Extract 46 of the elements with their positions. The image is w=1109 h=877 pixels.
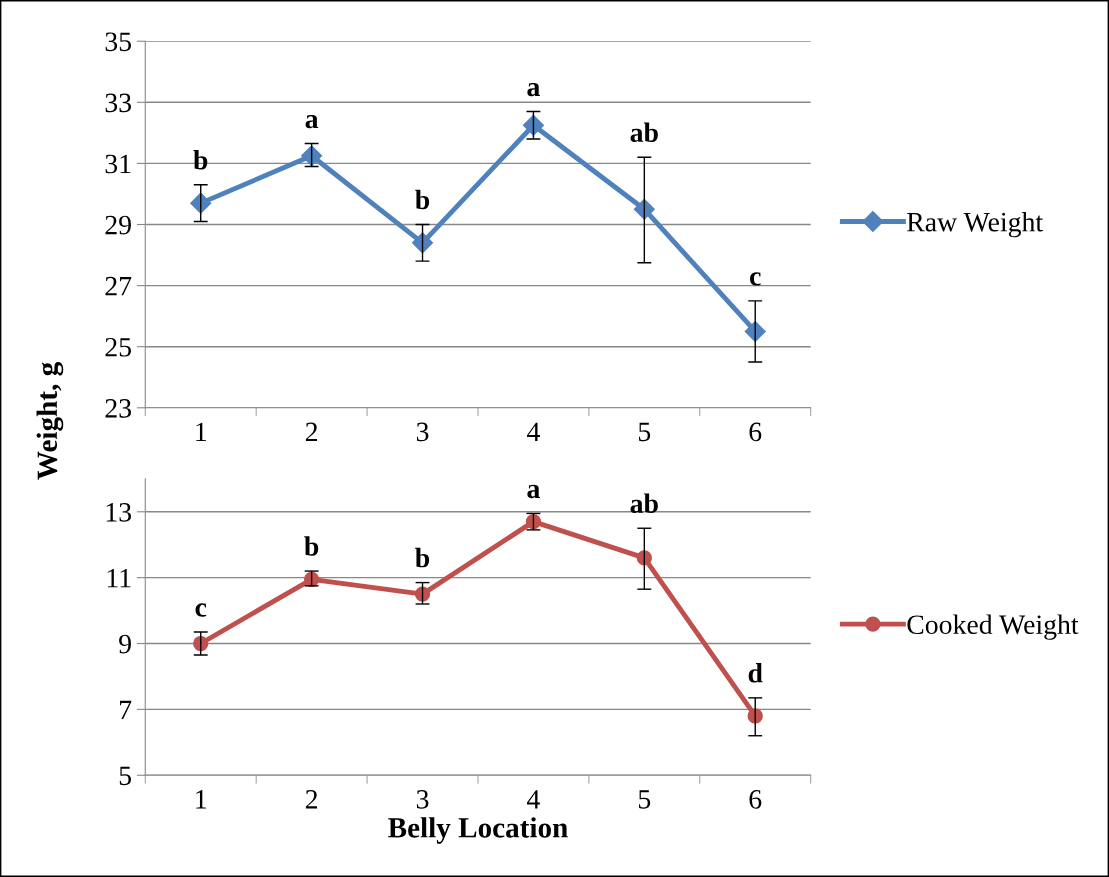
point <box>414 586 431 602</box>
annotation: c <box>195 603 207 617</box>
x-tick-label: 4 <box>527 790 540 809</box>
annotation: b <box>415 547 430 568</box>
y-tick-label: 13 <box>106 503 131 522</box>
annotation: ab <box>630 493 658 513</box>
x-axis-title: Belly Location <box>388 817 568 844</box>
y-tick-label: 23 <box>105 399 131 418</box>
annotation: d <box>748 663 763 683</box>
x-tick-label: 5 <box>639 422 651 442</box>
annotation: b <box>415 189 430 210</box>
x-tick-label: 3 <box>416 422 429 442</box>
y-tick-label: 29 <box>105 215 131 235</box>
annotation: ab <box>630 122 658 143</box>
annotation: b <box>304 536 319 556</box>
point <box>747 708 763 724</box>
annotation: a <box>305 114 319 129</box>
y-tick-label: 31 <box>105 154 131 174</box>
y-tick-label: 33 <box>105 93 131 113</box>
x-tick-label: 3 <box>416 790 429 809</box>
annotation: b <box>193 149 208 170</box>
x-tick-label: 5 <box>639 790 651 809</box>
y-axis-title: Weight, g <box>36 362 64 480</box>
y-tick-label: 7 <box>120 700 132 720</box>
y-tick-label: 5 <box>119 766 131 786</box>
annotation: a <box>527 82 540 97</box>
annotation: a <box>527 484 540 499</box>
point <box>744 320 766 342</box>
point <box>193 635 209 652</box>
y-tick-label: 27 <box>105 276 132 296</box>
x-tick-label: 6 <box>749 790 762 809</box>
y-tick-label: 9 <box>119 634 131 654</box>
x-tick-label: 2 <box>305 422 318 441</box>
y-tick-label: 35 <box>105 32 131 52</box>
point <box>633 198 655 220</box>
y-tick-label: 11 <box>107 568 131 588</box>
legend-label: Cooked Weight <box>907 614 1079 640</box>
x-tick-label: 6 <box>749 422 762 442</box>
x-tick-label: 2 <box>305 790 318 809</box>
y-tick-label: 25 <box>105 337 131 357</box>
point <box>190 192 212 214</box>
annotation: c <box>750 272 761 286</box>
x-tick-label: 1 <box>196 790 207 809</box>
x-tick-label: 4 <box>527 422 540 441</box>
legend-label: Raw Weight <box>907 211 1043 238</box>
x-tick-label: 1 <box>196 422 207 441</box>
